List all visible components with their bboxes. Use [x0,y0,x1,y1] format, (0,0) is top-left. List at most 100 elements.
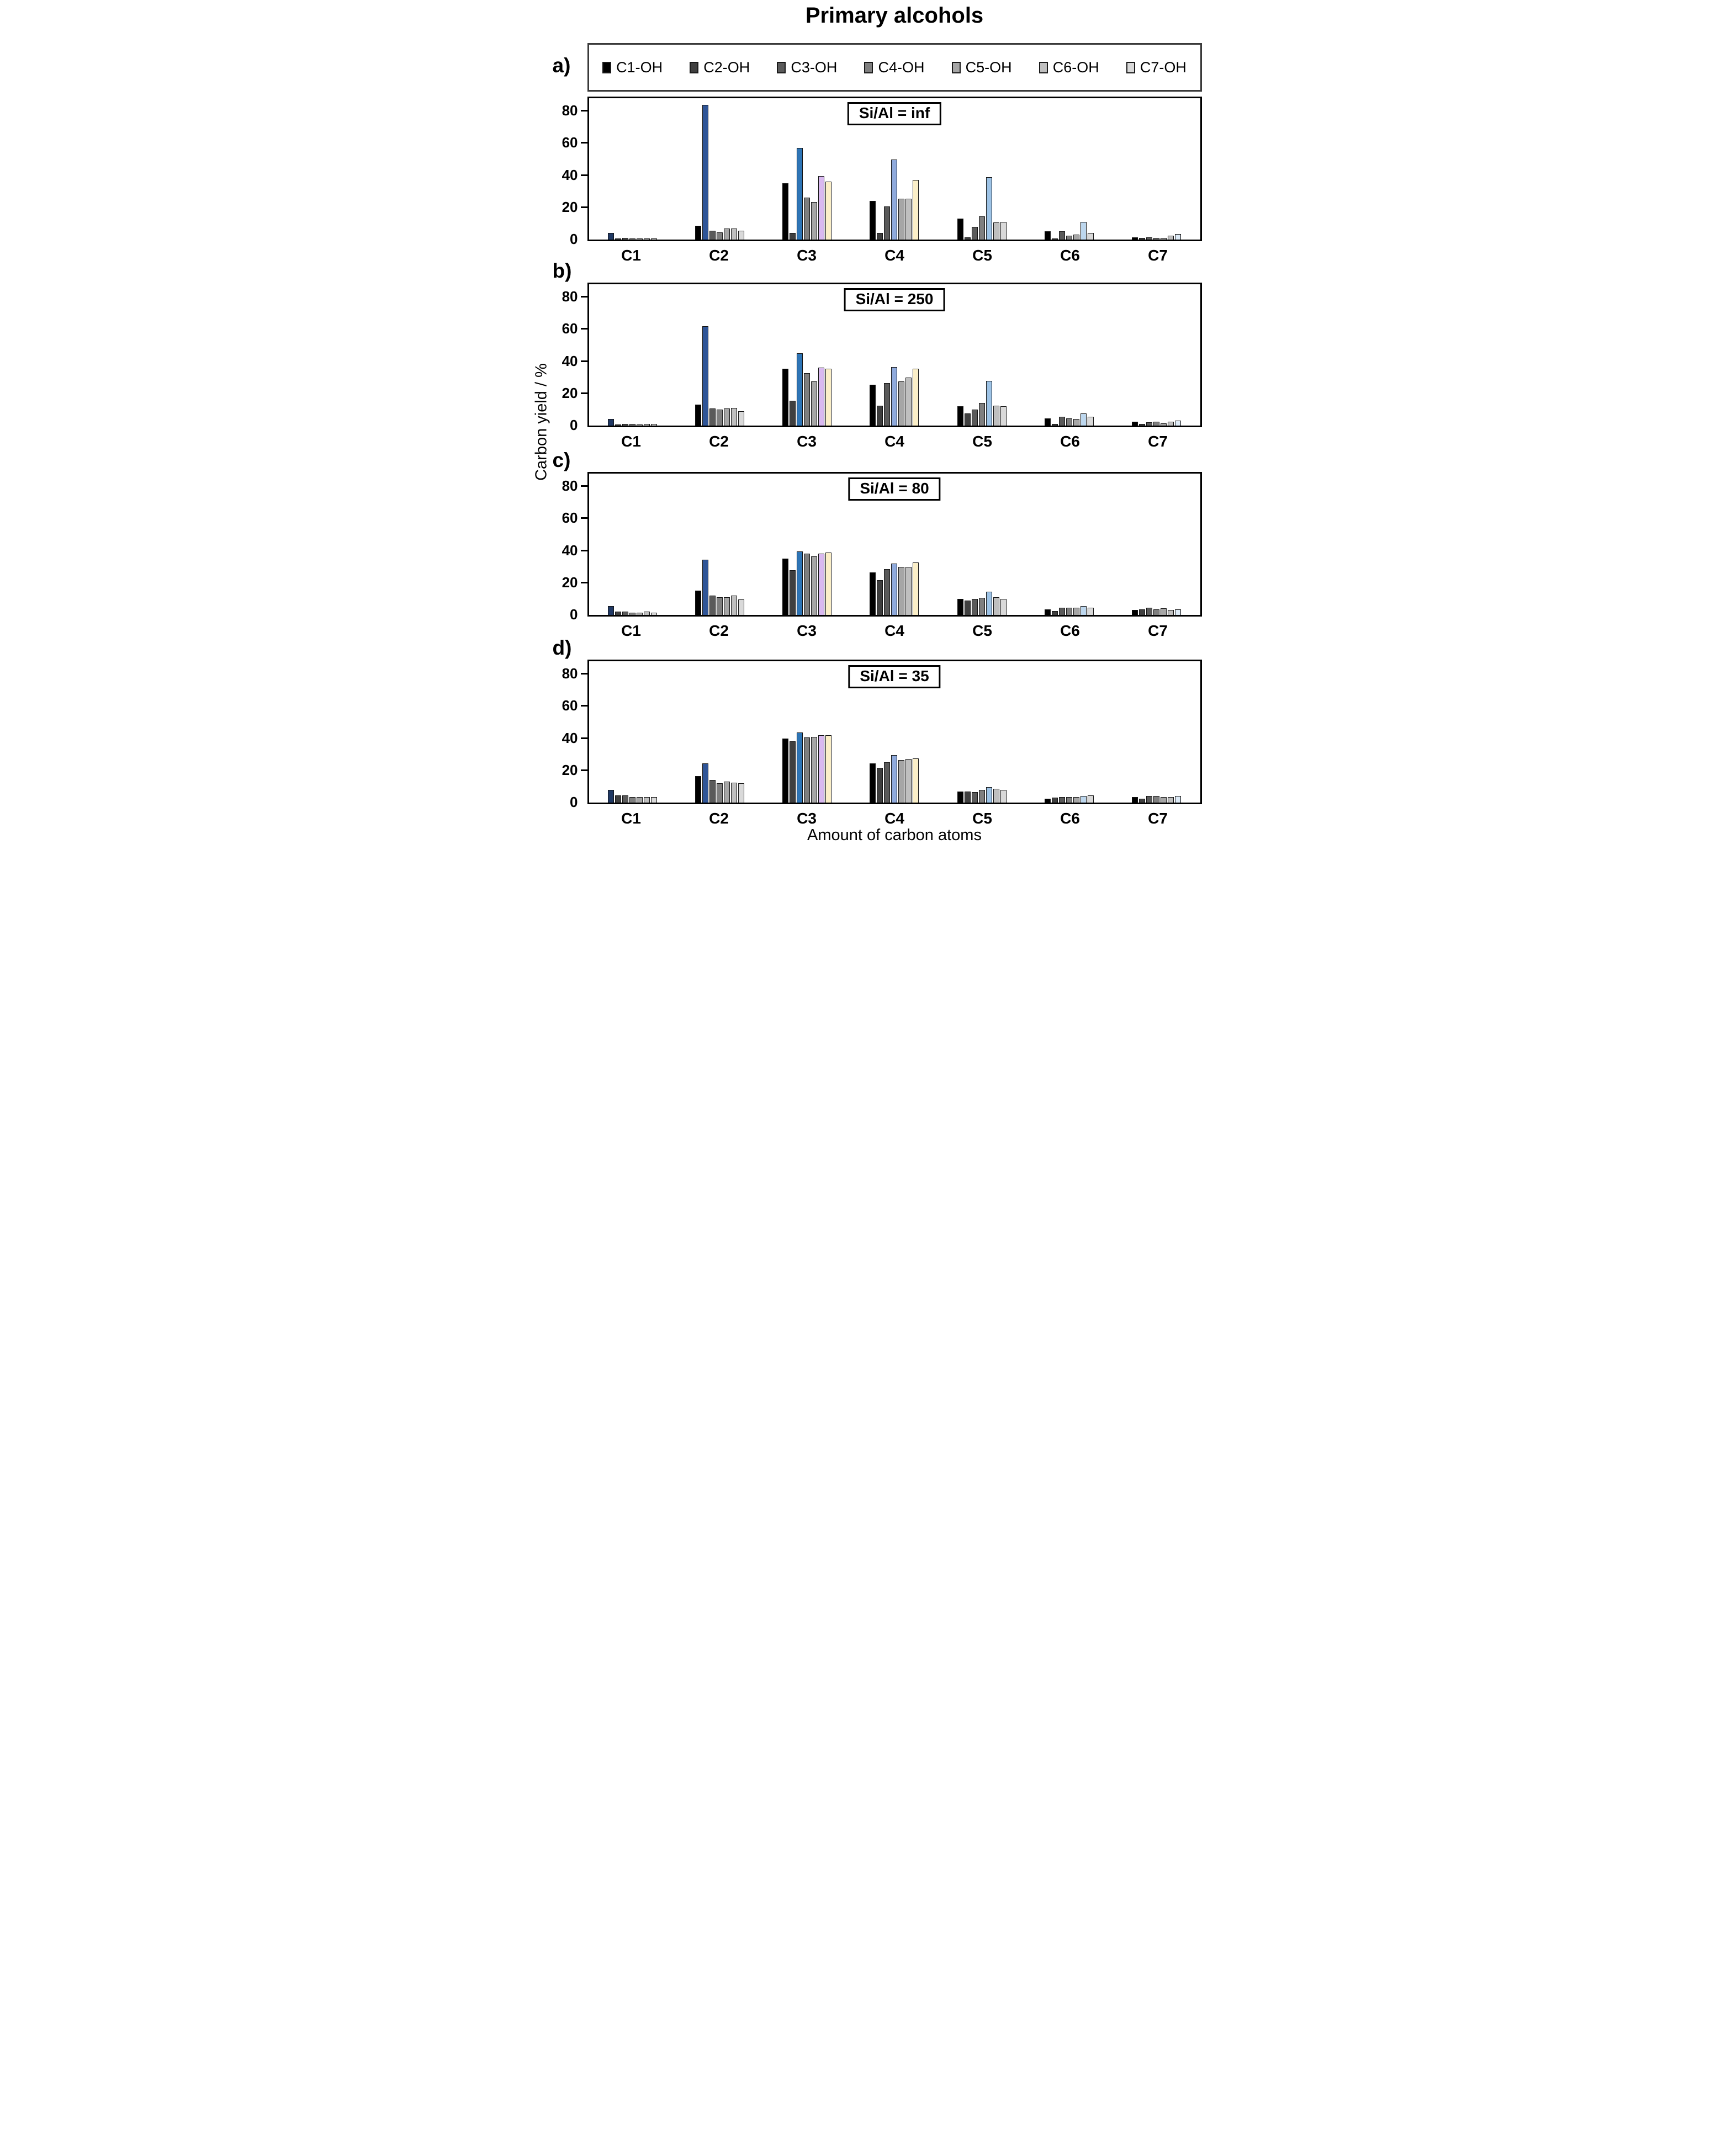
y-tick-mark [580,673,589,675]
bar-c2-oh-c1 [615,795,622,803]
bar-c4-oh-c7 [1153,238,1159,240]
bar-c1-oh-c1 [608,419,615,426]
bar-c4-oh-c7 [1153,796,1159,803]
legend-swatch-icon [864,61,873,73]
bar-c2-oh-c6 [1051,424,1058,426]
bar-c2-oh-c7 [1138,424,1145,426]
bar-c6-oh-c4 [905,566,912,615]
bar-c1-oh-c5 [957,598,963,615]
bar-c3-oh-c7 [1146,796,1152,803]
bar-c1-oh-c3 [782,738,789,803]
y-tick-label: 60 [562,320,578,337]
y-tick-mark [580,485,589,487]
bar-c6-oh-c7 [1167,421,1174,426]
bar-c6-oh-c7 [1167,796,1174,803]
bar-c5-oh-c3 [811,736,818,803]
panel-title-badge: Si/Al = 80 [848,477,941,501]
bar-c7-oh-c5 [1000,406,1007,426]
legend-item-c7-oh: C7-OH [1126,59,1187,76]
bar-c4-oh-c5 [978,216,985,240]
y-tick-label: 40 [562,729,578,746]
bar-c6-oh-c7 [1167,610,1174,615]
legend-item-c5-oh: C5-OH [951,59,1012,76]
bar-c6-oh-c4 [905,377,912,426]
bar-c1-oh-c5 [957,791,963,803]
bar-c7-oh-c5 [1000,789,1007,803]
bar-c1-oh-c2 [695,591,702,615]
category-label-c2: C2 [709,433,729,450]
bar-c1-oh-c4 [870,384,876,426]
category-label-row: C1 C2 C3 C4 C5 C6 C7 [587,247,1202,264]
bar-c6-oh-c6 [1080,413,1087,426]
category-label-c5: C5 [972,810,992,827]
y-tick-label: 40 [562,166,578,183]
bar-c5-oh-c1 [637,796,643,803]
bar-c5-oh-c5 [986,380,992,426]
bar-c2-oh-c5 [964,791,971,803]
bar-c3-oh-c6 [1058,796,1065,803]
bar-c7-oh-c4 [913,180,919,240]
legend-swatch-icon [602,61,612,73]
bar-c4-oh-c7 [1153,421,1159,426]
bar-c4-oh-c4 [891,159,898,240]
panel-letter-d: d) [552,636,572,659]
bar-c7-oh-c5 [1000,222,1007,240]
y-tick-label: 60 [562,697,578,714]
bar-c5-oh-c7 [1160,423,1167,426]
bar-c4-oh-c4 [891,367,898,426]
bar-c6-oh-c3 [818,735,825,803]
bar-c2-oh-c4 [877,580,883,615]
y-tick-mark [580,769,589,771]
bar-c2-oh-c6 [1051,798,1058,803]
bar-c3-oh-c2 [709,780,716,803]
bar-c3-oh-c1 [622,238,629,240]
bar-c4-oh-c2 [717,409,723,426]
bar-c3-oh-c1 [622,612,629,615]
category-label-c7: C7 [1148,810,1168,827]
panel-title-badge: Si/Al = 250 [844,288,945,311]
category-label-c6: C6 [1060,247,1080,264]
bar-c1-oh-c2 [695,226,702,240]
bar-group-c5 [938,284,1025,426]
bar-c7-oh-c4 [913,562,919,615]
bar-c3-oh-c5 [971,792,978,803]
y-tick-label: 20 [562,761,578,778]
bar-group-c7 [1113,474,1200,615]
bar-group-c2 [676,474,764,615]
bar-c4-oh-c5 [978,789,985,803]
plot-area-panel-b: 0 20 40 60 80 Si/Al = 250 [562,283,1202,432]
bar-c6-oh-c5 [993,789,999,803]
bar-c5-oh-c6 [1073,607,1079,615]
legend-item-c1-oh: C1-OH [602,59,663,76]
bar-c6-oh-c4 [905,759,912,803]
bar-c2-oh-c3 [790,570,796,615]
bar-c5-oh-c2 [724,228,730,240]
category-label-c2: C2 [709,247,729,264]
bar-c3-oh-c6 [1058,607,1065,615]
bar-c4-oh-c1 [629,424,636,426]
bar-group-c7 [1113,98,1200,240]
bar-c3-oh-c6 [1058,417,1065,426]
bar-c6-oh-c1 [644,424,650,426]
bar-c7-oh-c6 [1087,233,1094,240]
category-label-c4: C4 [884,622,904,639]
bar-c6-oh-c3 [818,368,825,426]
category-label-c1: C1 [621,622,641,639]
bar-c5-oh-c6 [1073,235,1079,240]
bar-c1-oh-c7 [1131,421,1138,426]
legend-swatch-icon [777,61,786,73]
category-label-c5: C5 [972,247,992,264]
bar-c3-oh-c7 [1146,422,1152,426]
bar-c4-oh-c3 [804,737,811,803]
category-label-c7: C7 [1148,622,1168,639]
bar-c5-oh-c2 [724,597,730,615]
bar-c7-oh-c7 [1174,233,1181,240]
plot-area-panel-d: 0 20 40 60 80 Si/Al = 35 [562,660,1202,809]
bar-c4-oh-c5 [978,598,985,615]
bar-c7-oh-c1 [651,796,658,803]
bar-group-c6 [1025,474,1113,615]
bar-c1-oh-c6 [1044,609,1051,615]
y-tick-label: 40 [562,352,578,369]
bar-group-c4 [851,98,938,240]
bar-c4-oh-c6 [1066,796,1072,803]
